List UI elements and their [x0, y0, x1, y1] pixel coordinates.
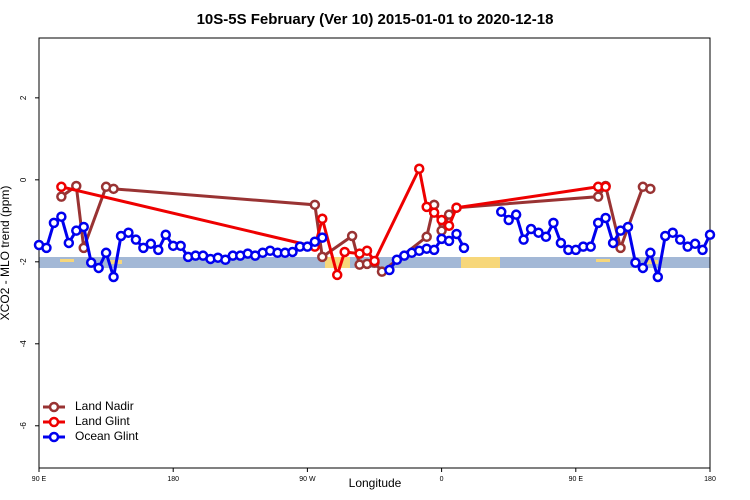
data-point — [317, 251, 328, 263]
data-point — [637, 262, 649, 274]
data-point — [309, 199, 321, 211]
data-point — [108, 271, 119, 283]
data-point — [652, 271, 664, 283]
data-point — [41, 242, 52, 254]
data-point — [302, 241, 313, 252]
data-point — [56, 191, 67, 202]
data-point — [510, 209, 522, 220]
data-point — [585, 241, 596, 252]
legend-label: Land Glint — [75, 414, 130, 428]
data-point — [413, 163, 425, 175]
data-point — [630, 257, 641, 268]
data-point — [600, 212, 611, 224]
y-tick-label: -4 — [19, 340, 28, 348]
data-point — [339, 246, 350, 258]
data-point — [443, 220, 455, 231]
data-point — [548, 217, 559, 229]
data-point — [428, 207, 440, 218]
data-point — [100, 247, 112, 259]
data-point — [361, 245, 373, 256]
series-line — [61, 164, 606, 281]
data-point — [93, 262, 104, 274]
x-tick-label: 0 — [440, 476, 444, 483]
legend-marker — [48, 416, 60, 428]
data-point — [592, 191, 604, 202]
data-point — [421, 201, 432, 213]
data-point — [317, 213, 328, 225]
data-point — [220, 254, 231, 266]
legend-marker — [48, 431, 60, 443]
data-point — [592, 217, 604, 229]
data-point — [600, 181, 611, 193]
data-point — [704, 229, 716, 241]
y-tick-label: 0 — [19, 177, 28, 182]
chart-title: 10S-5S February (Ver 10) 2015-01-01 to 2… — [197, 11, 554, 28]
legend-label: Ocean Glint — [75, 429, 139, 443]
data-point — [518, 234, 529, 245]
land-patch — [596, 259, 610, 262]
data-point — [175, 240, 186, 252]
data-point — [436, 214, 447, 226]
land-patch — [325, 257, 350, 268]
data-point — [331, 269, 343, 281]
data-point — [130, 234, 142, 245]
y-tick-label: 2 — [19, 95, 28, 100]
data-point — [607, 237, 619, 249]
data-point — [123, 227, 134, 238]
x-tick-label: 90 E — [32, 476, 47, 483]
y-axis-label: XCO2 - MLO trend (ppm) — [0, 186, 12, 321]
data-point — [108, 183, 119, 195]
data-point — [503, 214, 514, 226]
data-point — [674, 234, 686, 245]
x-tick-label: 90 E — [569, 476, 584, 483]
data-point — [645, 247, 656, 259]
data-point — [145, 238, 157, 250]
data-point — [421, 231, 432, 243]
x-tick-label: 90 W — [299, 476, 316, 483]
data-point — [78, 221, 89, 233]
legend-marker — [48, 401, 60, 413]
data-point — [384, 264, 395, 276]
data-point — [622, 221, 634, 233]
data-point — [533, 227, 544, 238]
x-tick-label: 180 — [704, 476, 716, 483]
data-point — [391, 254, 403, 266]
legend-label: Land Nadir — [75, 399, 134, 413]
data-point — [48, 217, 60, 229]
data-point — [540, 231, 552, 243]
data-point — [56, 181, 67, 193]
data-point — [645, 183, 656, 195]
x-tick-label: 180 — [167, 476, 179, 483]
data-point — [346, 230, 358, 242]
land-patch — [60, 259, 74, 262]
data-point — [160, 229, 171, 241]
y-tick-label: -6 — [19, 422, 28, 430]
x-axis-label: Longitude — [349, 476, 402, 490]
data-point — [63, 237, 75, 249]
data-point — [428, 244, 440, 256]
y-tick-label: -2 — [19, 258, 28, 266]
data-point — [667, 227, 678, 238]
data-point — [153, 244, 164, 256]
plot-frame — [38, 37, 711, 469]
data-point — [615, 242, 626, 254]
data-point — [287, 246, 298, 258]
land-patch — [461, 257, 500, 268]
data-point — [458, 242, 470, 254]
data-point — [309, 236, 321, 247]
data-point — [451, 228, 462, 240]
data-point — [555, 237, 567, 249]
data-point — [443, 235, 455, 247]
data-point — [85, 257, 97, 268]
data-point — [138, 242, 149, 254]
data-point — [495, 206, 507, 218]
data-point — [697, 244, 708, 256]
data-point — [689, 238, 701, 250]
data-point — [369, 255, 380, 267]
data-point — [317, 232, 328, 243]
data-point — [451, 202, 462, 213]
data-point — [56, 211, 67, 222]
